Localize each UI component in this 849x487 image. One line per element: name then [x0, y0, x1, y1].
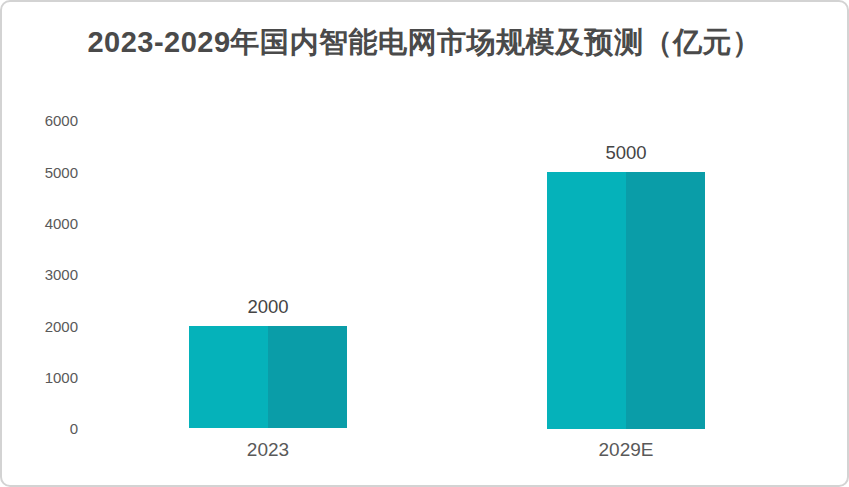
bar-2023: [189, 326, 347, 429]
bar-value-label: 2000: [189, 296, 347, 318]
y-axis-tick-label: 3000: [30, 266, 78, 284]
bar-value-label: 5000: [547, 142, 705, 164]
y-axis-tick-label: 4000: [30, 215, 78, 233]
x-axis-category-label: 2029E: [547, 438, 705, 462]
x-axis-category-label: 2023: [189, 438, 347, 462]
y-axis-tick-label: 0: [30, 420, 78, 438]
y-axis-tick-label: 5000: [30, 164, 78, 182]
chart-card: 2023-2029年国内智能电网市场规模及预测（亿元） 010002000300…: [0, 0, 849, 487]
y-axis-tick-label: 6000: [30, 112, 78, 130]
y-axis-tick-label: 2000: [30, 318, 78, 336]
bar-2029E: [547, 172, 705, 429]
plot-area: 0100020003000400050006000 20002023500020…: [2, 2, 847, 485]
y-axis-tick-label: 1000: [30, 369, 78, 387]
